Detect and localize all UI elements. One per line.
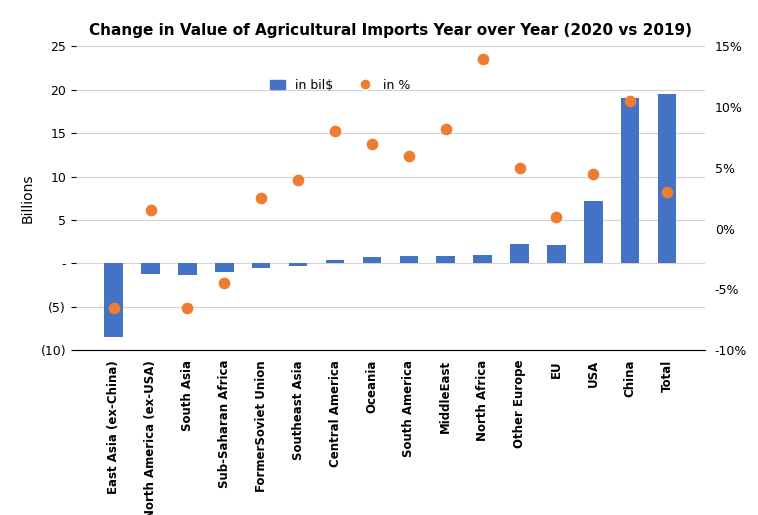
- Point: [292, 176, 304, 184]
- Point: [624, 97, 636, 105]
- Bar: [289, 263, 307, 266]
- Bar: [510, 244, 529, 263]
- Bar: [621, 98, 640, 263]
- Point: [218, 279, 230, 287]
- Bar: [437, 256, 455, 263]
- Point: [181, 303, 193, 312]
- Point: [145, 207, 157, 215]
- Bar: [399, 256, 418, 263]
- Bar: [252, 263, 271, 268]
- Bar: [474, 255, 492, 263]
- Point: [366, 140, 378, 148]
- Point: [477, 55, 489, 63]
- Point: [440, 125, 452, 133]
- Point: [550, 212, 562, 220]
- Bar: [658, 94, 676, 263]
- Y-axis label: Billions: Billions: [21, 174, 35, 223]
- Bar: [547, 245, 565, 263]
- Title: Change in Value of Agricultural Imports Year over Year (2020 vs 2019): Change in Value of Agricultural Imports …: [89, 23, 692, 38]
- Bar: [178, 263, 196, 274]
- Point: [587, 170, 600, 178]
- Point: [402, 151, 415, 160]
- Bar: [105, 263, 123, 337]
- Bar: [584, 201, 603, 263]
- Point: [513, 164, 525, 172]
- Bar: [215, 263, 233, 272]
- Point: [255, 194, 268, 202]
- Point: [108, 303, 120, 312]
- Point: [661, 188, 673, 196]
- Bar: [326, 260, 344, 263]
- Point: [329, 127, 341, 135]
- Bar: [141, 263, 160, 274]
- Bar: [362, 258, 381, 263]
- Legend: in bil$, in %: in bil$, in %: [265, 74, 415, 97]
